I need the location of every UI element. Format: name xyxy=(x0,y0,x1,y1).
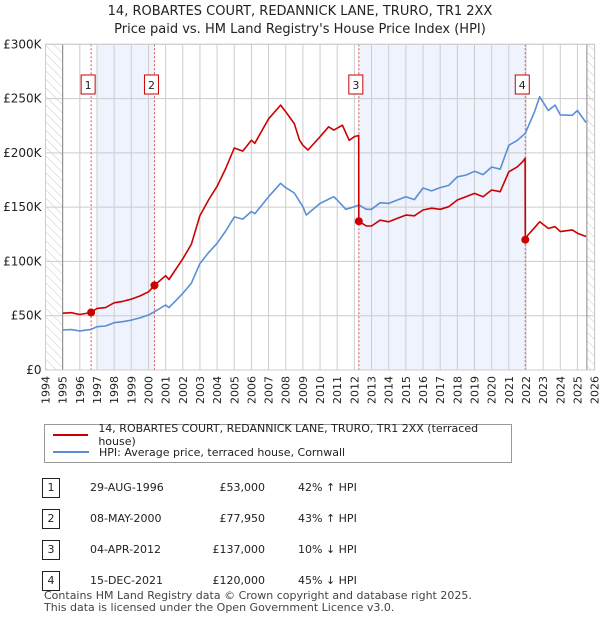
y-tick-label: £50K xyxy=(11,309,43,323)
sale-point xyxy=(521,235,530,244)
legend-swatch-property xyxy=(53,434,89,436)
x-tick-label: 2026 xyxy=(589,376,600,404)
x-tick-label: 2000 xyxy=(142,376,155,404)
chart-title: 14, ROBARTES COURT, REDANNICK LANE, TRUR… xyxy=(107,4,493,19)
sale-label-box xyxy=(514,74,530,95)
x-tick-label: 1994 xyxy=(40,376,53,404)
x-tick-label: 2006 xyxy=(245,376,258,404)
transaction-number: 1 xyxy=(42,478,60,498)
transaction-number: 3 xyxy=(42,540,60,560)
transaction-date: 08-MAY-2000 xyxy=(90,512,162,525)
sale-point xyxy=(150,281,159,290)
x-tick-label: 2024 xyxy=(554,376,567,404)
footer-licence: This data is licensed under the Open Gov… xyxy=(44,601,395,614)
transaction-price: £77,950 xyxy=(219,512,266,525)
x-tick-label: 2021 xyxy=(503,376,516,404)
y-tick-label: £300K xyxy=(3,37,43,51)
x-tick-label: 2014 xyxy=(383,376,396,404)
x-tick-label: 2013 xyxy=(366,376,379,404)
y-tick-label: £250K xyxy=(3,92,43,106)
x-tick-label: 2020 xyxy=(486,376,499,404)
x-tick-label: 2019 xyxy=(468,376,481,404)
transaction-date: 15-DEC-2021 xyxy=(90,574,164,587)
y-tick-label: £100K xyxy=(3,254,43,268)
legend-item-hpi: HPI: Average price, terraced house, Corn… xyxy=(53,444,345,460)
transaction-price: £53,000 xyxy=(219,481,266,494)
footer-copyright: Contains HM Land Registry data © Crown c… xyxy=(44,589,472,602)
x-tick-label: 2015 xyxy=(400,376,413,404)
sale-label: 3 xyxy=(352,79,359,92)
x-tick-label: 2022 xyxy=(520,376,533,404)
legend-item-property: 14, ROBARTES COURT, REDANNICK LANE, TRUR… xyxy=(53,422,511,448)
x-tick-label: 2005 xyxy=(228,376,241,404)
transaction-hpi-diff: 10% ↓ HPI xyxy=(298,543,357,556)
transaction-hpi-diff: 45% ↓ HPI xyxy=(298,574,357,587)
transaction-hpi-diff: 42% ↑ HPI xyxy=(298,481,357,494)
transaction-number: 4 xyxy=(42,571,60,591)
sale-label-box xyxy=(143,74,159,95)
price-chart: 1994 1995 1996 1997 1998 1999 2000 2001 2002 2003… xyxy=(3,37,600,404)
x-tick-label: 2018 xyxy=(451,376,464,404)
x-tick-label: 2011 xyxy=(331,376,344,404)
transaction-date: 04-APR-2012 xyxy=(90,543,162,556)
chart-subtitle: Price paid vs. HM Land Registry's House … xyxy=(114,22,486,37)
y-tick-label: £150K xyxy=(3,200,43,214)
x-tick-label: 2023 xyxy=(537,376,550,404)
transaction-hpi-diff: 43% ↑ HPI xyxy=(298,512,357,525)
transaction-price: £137,000 xyxy=(212,543,266,556)
x-tick-label: 2009 xyxy=(297,376,310,404)
sale-label-box xyxy=(80,74,96,95)
hpi-line xyxy=(62,96,587,332)
x-tick-label: 2002 xyxy=(177,376,190,404)
sale-label: 4 xyxy=(519,79,526,92)
legend-label-hpi: HPI: Average price, terraced house, Corn… xyxy=(99,445,346,459)
x-tick-label: 2003 xyxy=(194,376,207,404)
x-tick-label: 1997 xyxy=(91,376,104,404)
x-tick-label: 2010 xyxy=(314,376,327,404)
x-tick-label: 2004 xyxy=(211,376,224,404)
sale-label: 2 xyxy=(148,79,155,92)
sale-label-box xyxy=(348,74,364,95)
x-tick-label: 1996 xyxy=(74,376,87,404)
x-tick-label: 2012 xyxy=(348,376,361,404)
legend: 14, ROBARTES COURT, REDANNICK LANE, TRUR… xyxy=(44,422,512,463)
x-tick-label: 2008 xyxy=(280,376,293,404)
x-tick-label: 1999 xyxy=(125,376,138,404)
property-price-line xyxy=(62,104,587,316)
x-tick-label: 2007 xyxy=(263,376,276,404)
x-tick-label: 1998 xyxy=(108,376,121,404)
transaction-price: £120,000 xyxy=(212,574,266,587)
transaction-row: 3 04-APR-2012 £137,000 10% ↓ HPI xyxy=(0,540,600,560)
y-tick-label: £200K xyxy=(3,146,43,160)
sale-point xyxy=(87,308,96,317)
x-tick-label: 2016 xyxy=(417,376,430,404)
transaction-row: 2 08-MAY-2000 £77,950 43% ↑ HPI xyxy=(0,509,600,529)
x-tick-label: 2001 xyxy=(160,376,173,404)
x-tick-label: 1995 xyxy=(57,376,70,404)
plot-border xyxy=(45,43,596,371)
sale-point xyxy=(354,217,363,226)
x-tick-label: 2017 xyxy=(434,376,447,404)
transaction-number: 2 xyxy=(42,509,60,529)
transaction-date: 29-AUG-1996 xyxy=(90,481,164,494)
transaction-row: 4 15-DEC-2021 £120,000 45% ↓ HPI xyxy=(0,571,600,591)
legend-label-property: 14, ROBARTES COURT, REDANNICK LANE, TRUR… xyxy=(98,422,479,448)
legend-swatch-hpi xyxy=(53,451,89,453)
x-tick-label: 2025 xyxy=(571,376,584,404)
y-tick-label: £0 xyxy=(26,363,41,377)
sale-label: 1 xyxy=(85,79,92,92)
transaction-row: 1 29-AUG-1996 £53,000 42% ↑ HPI xyxy=(0,478,600,498)
